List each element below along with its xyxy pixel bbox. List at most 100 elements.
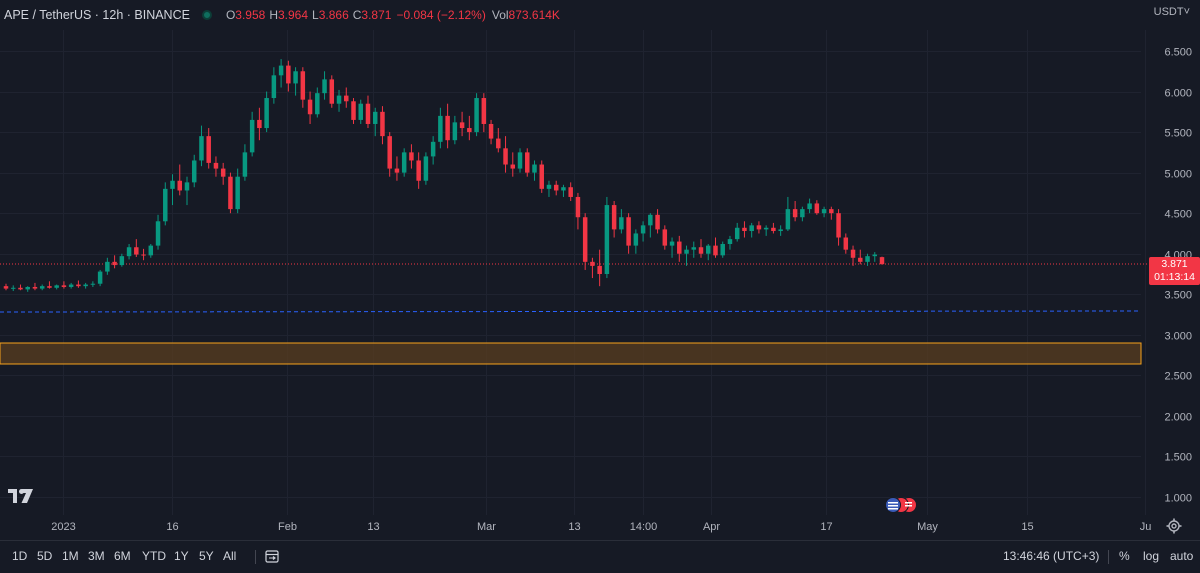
candle: [438, 108, 442, 149]
change-value: −0.084 (−2.12%): [396, 8, 485, 22]
candle: [786, 197, 790, 231]
candle: [749, 223, 753, 238]
candle: [692, 242, 696, 258]
candle: [83, 283, 87, 289]
candle: [264, 92, 268, 133]
candle: [387, 132, 391, 177]
candle: [286, 61, 290, 92]
timeframe-1d[interactable]: 1D: [12, 549, 27, 563]
candle: [127, 244, 131, 259]
candle: [503, 136, 507, 172]
x-tick-label: 14:00: [630, 521, 658, 533]
candle: [844, 233, 848, 253]
symbol-title[interactable]: APE / TetherUS · 12h · BINANCE: [4, 8, 190, 22]
timeframe-all[interactable]: All: [223, 549, 236, 563]
candle: [330, 75, 334, 107]
y-tick-label: 3.000: [1164, 331, 1192, 343]
timeframe-5y[interactable]: 5Y: [199, 549, 214, 563]
candle: [91, 281, 95, 287]
candle: [322, 71, 326, 99]
x-tick-label: 15: [1021, 521, 1033, 533]
candle: [301, 67, 305, 108]
candle: [778, 225, 782, 236]
candle: [62, 281, 66, 288]
low-value: 3.866: [319, 8, 349, 22]
bar-countdown: 01:13:14: [1149, 271, 1200, 284]
market-status-icon[interactable]: [202, 10, 212, 20]
support-horizontal-line[interactable]: [0, 311, 1141, 312]
high-label: H: [269, 8, 278, 22]
toolbar-divider: [1108, 550, 1109, 564]
toolbar-divider: [255, 550, 256, 564]
y-tick-label: 1.000: [1164, 493, 1192, 505]
candle: [757, 221, 761, 233]
economic-events-icon[interactable]: [884, 496, 918, 514]
candle: [764, 225, 768, 236]
candles: [4, 59, 884, 292]
candle: [547, 181, 551, 197]
settings-gear-icon[interactable]: [1166, 518, 1182, 534]
x-tick-label: Feb: [278, 521, 297, 533]
price-scale-currency[interactable]: USDT˅: [1154, 6, 1190, 18]
auto-scale-toggle[interactable]: auto: [1170, 549, 1193, 563]
candle: [836, 209, 840, 245]
candle: [518, 148, 522, 172]
y-tick-label: 2.500: [1164, 371, 1192, 383]
timeframe-ytd[interactable]: YTD: [142, 549, 166, 563]
last-price-value: 3.871: [1149, 258, 1200, 271]
bottom-toolbar: 1D 5D 1M 3M 6M YTD 1Y 5Y All 13:46:46 (U…: [0, 540, 1200, 573]
candle: [112, 255, 116, 268]
candle: [735, 223, 739, 242]
timeframe-5d[interactable]: 5D: [37, 549, 52, 563]
x-tick-label: 16: [166, 521, 178, 533]
candle: [453, 116, 457, 144]
candle: [431, 136, 435, 164]
time-axis: 2023 16 Feb 13 Mar 13 14:00 Apr 17 May 15 Ju: [51, 521, 1151, 533]
candle: [583, 213, 587, 270]
volume-label: Vol: [492, 8, 509, 22]
candle: [76, 280, 80, 287]
candle: [134, 239, 138, 257]
candle: [728, 236, 732, 250]
candle: [424, 152, 428, 184]
candle: [185, 177, 189, 205]
timeframe-1m[interactable]: 1M: [62, 549, 79, 563]
timeframe-6m[interactable]: 6M: [114, 549, 131, 563]
percent-scale-toggle[interactable]: %: [1119, 549, 1130, 563]
clock-timezone[interactable]: 13:46:46 (UTC+3): [1003, 549, 1099, 563]
candle: [33, 283, 37, 290]
candle: [880, 257, 884, 265]
candle: [815, 200, 819, 215]
timeframe-3m[interactable]: 3M: [88, 549, 105, 563]
last-price-badge: 3.871 01:13:14: [1149, 257, 1200, 285]
x-tick-label: 13: [568, 521, 580, 533]
y-tick-label: 2.000: [1164, 412, 1192, 424]
candle: [576, 193, 580, 229]
candle: [156, 215, 160, 250]
candle: [228, 173, 232, 214]
x-tick-label: Ju: [1140, 521, 1152, 533]
y-tick-label: 5.500: [1164, 128, 1192, 140]
candle: [351, 98, 355, 124]
compare-range-icon[interactable]: [265, 549, 280, 564]
candle: [25, 286, 29, 292]
supply-zone[interactable]: [0, 343, 1141, 364]
timeframe-1y[interactable]: 1Y: [174, 549, 189, 563]
candle: [605, 197, 609, 278]
close-label: C: [353, 8, 362, 22]
candle: [192, 155, 196, 187]
x-tick-label: Apr: [703, 521, 720, 533]
tradingview-logo-icon[interactable]: [8, 489, 36, 503]
candle: [865, 254, 869, 266]
candle: [561, 185, 565, 197]
open-value: 3.958: [235, 8, 265, 22]
candle: [829, 207, 833, 220]
candle: [590, 258, 594, 278]
log-scale-toggle[interactable]: log: [1143, 549, 1159, 563]
candle: [206, 128, 210, 169]
low-label: L: [312, 8, 319, 22]
candle: [199, 126, 203, 167]
candle: [677, 236, 681, 262]
volume-value: 873.614K: [509, 8, 560, 22]
